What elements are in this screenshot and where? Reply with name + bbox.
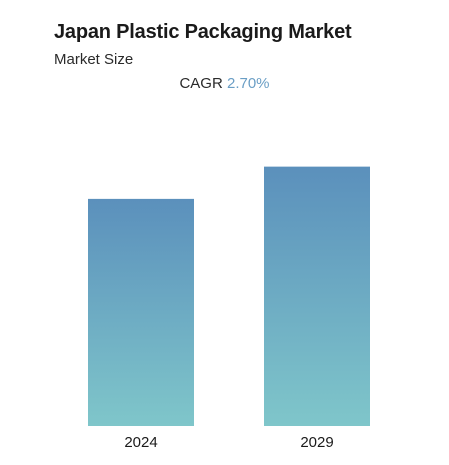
bar-2024 <box>88 198 194 426</box>
chart-subtitle: Market Size <box>54 51 134 68</box>
x-tick-label-2029: 2029 <box>300 434 333 451</box>
x-tick-labels: 2024 2029 <box>124 434 333 451</box>
chart-title: Japan Plastic Packaging Market <box>54 21 352 43</box>
cagr-indicator: CAGR 2.70% <box>0 75 449 92</box>
bar-2029 <box>264 166 370 427</box>
cagr-label: CAGR <box>179 75 223 92</box>
cagr-value: 2.70% <box>226 75 270 92</box>
x-tick-label-2024: 2024 <box>124 434 157 451</box>
bars-group <box>88 166 370 427</box>
